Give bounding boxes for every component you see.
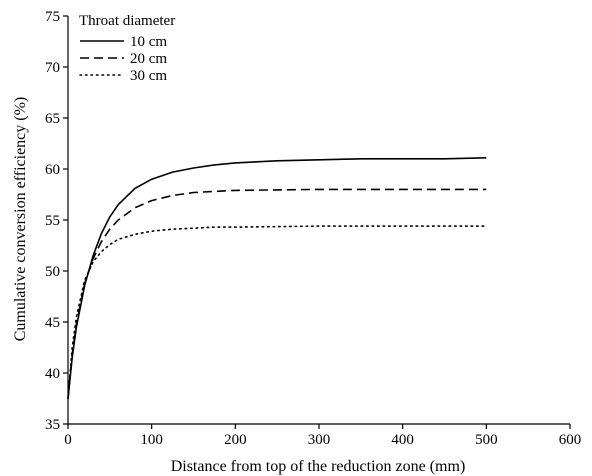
x-tick-label: 300 [308, 432, 331, 448]
y-ticks: 35 40 45 50 55 60 65 70 75 [45, 9, 68, 433]
series-line-solid [67, 157, 487, 399]
legend-label: 10 cm [130, 34, 167, 50]
y-tick-label: 40 [45, 366, 60, 382]
series-line-dashed [67, 188, 487, 399]
x-tick-label: 100 [140, 432, 163, 448]
y-tick-label: 60 [45, 162, 60, 178]
x-tick-label: 400 [391, 432, 414, 448]
y-tick-label: 45 [45, 315, 60, 331]
y-tick-label: 70 [45, 60, 60, 76]
legend-title: Throat diameter [79, 13, 175, 29]
series-group [67, 157, 488, 400]
legend-label: 20 cm [130, 51, 167, 67]
y-tick-label: 50 [45, 264, 60, 280]
y-tick-label: 35 [45, 417, 60, 433]
x-tick-label: 0 [64, 432, 72, 448]
legend-label: 30 cm [130, 68, 167, 84]
y-tick-label: 75 [45, 9, 60, 25]
x-ticks: 0 100 200 300 400 500 600 [64, 424, 581, 448]
x-tick-label: 600 [559, 432, 582, 448]
y-axis-title: Cumulative conversion efficiency (%) [12, 97, 29, 342]
y-tick-label: 55 [45, 213, 60, 229]
y-tick-label: 65 [45, 111, 60, 127]
series-line-dotted [67, 225, 488, 400]
x-tick-label: 200 [224, 432, 247, 448]
x-tick-label: 500 [475, 432, 498, 448]
x-axis-title: Distance from top of the reduction zone … [171, 458, 466, 475]
